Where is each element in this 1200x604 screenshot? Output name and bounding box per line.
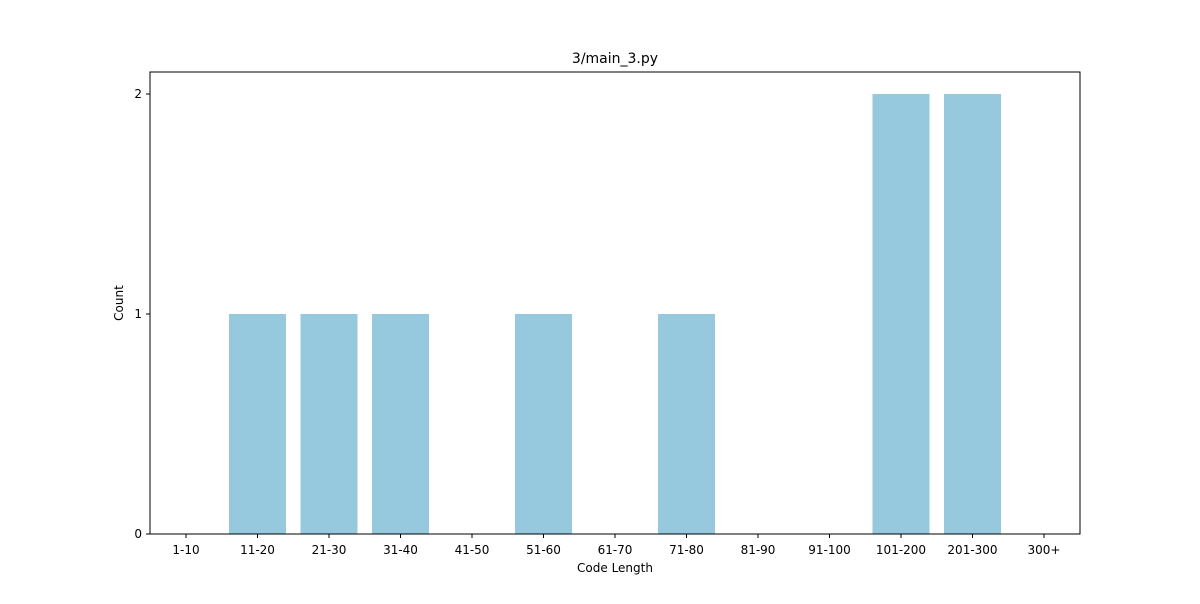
bar-101-200 [872,94,930,534]
plot-frame [149,71,1081,535]
x-tick-label: 21-30 [312,543,347,557]
x-tick-label: 51-60 [526,543,561,557]
y-axis: 0 1 2 [134,87,150,541]
x-axis: 1-10 11-20 21-30 31-40 41-50 51-60 61-70 71-80 8… [172,534,1060,557]
bar-201-300 [944,94,1001,534]
bar-21-30 [300,314,358,534]
bars-group [229,94,1001,534]
x-tick-label: 300+ [1028,543,1061,557]
x-tick-label: 81-90 [741,543,776,557]
y-tick-label: 1 [134,307,142,321]
x-tick-label: 101-200 [876,543,926,557]
x-tick-label: 11-20 [240,543,275,557]
bar-31-40 [372,314,429,534]
x-tick-label: 71-80 [669,543,704,557]
bar-11-20 [229,314,286,534]
x-tick-label: 1-10 [172,543,199,557]
chart-title: 3/main_3.py [572,51,658,67]
x-tick-label: 91-100 [808,543,851,557]
x-tick-label: 41-50 [455,543,490,557]
x-tick-label: 61-70 [598,543,633,557]
x-tick-label: 201-300 [947,543,997,557]
x-axis-label: Code Length [577,561,653,575]
x-tick-label: 31-40 [383,543,418,557]
y-axis-label: Count [112,285,126,321]
bar-71-80 [658,314,715,534]
y-tick-label: 2 [134,87,142,101]
y-tick-label: 0 [134,527,142,541]
bar-51-60 [515,314,572,534]
